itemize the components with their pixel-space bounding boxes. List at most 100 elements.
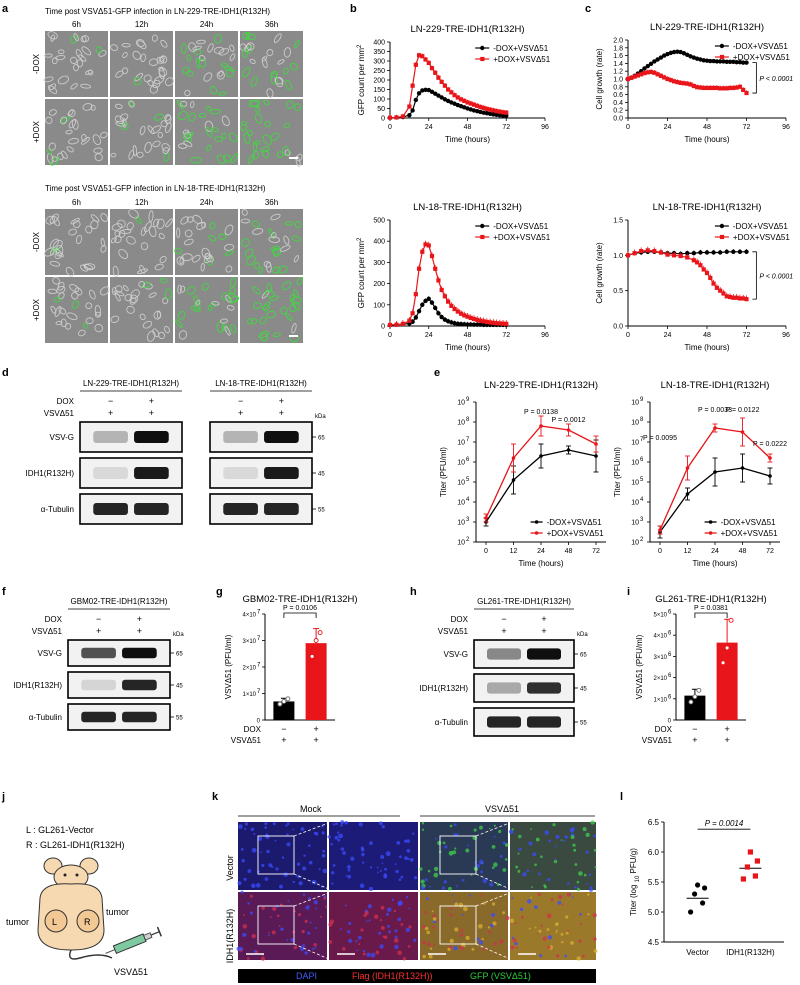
data-point [737, 84, 743, 89]
panel-label-e: e [434, 367, 440, 379]
kda-label: kDa [577, 632, 588, 638]
x-axis-label: Time (hours) [445, 343, 490, 352]
if-tile [236, 890, 328, 961]
data-point [698, 85, 703, 90]
data-point [685, 81, 690, 86]
band-label: IDH1(R132H) [420, 684, 469, 693]
data-point [731, 85, 736, 91]
data-point [711, 58, 716, 64]
replicate-point [277, 701, 283, 707]
legend-entry: +DOX+VSVΔ51 [493, 55, 550, 64]
blot-band [264, 431, 299, 443]
microscopy-tile [175, 31, 238, 97]
data-point [400, 321, 406, 326]
y-tick-exponent: 3 [640, 517, 644, 523]
blot-band [93, 467, 128, 479]
y-tick-exponent: 9 [466, 397, 470, 403]
y-tick-label: 400 [373, 239, 385, 246]
treatment-sign: + [238, 408, 243, 418]
data-point [504, 321, 509, 326]
y-tick-label: 3×10 [653, 655, 667, 661]
data-point [658, 73, 664, 78]
microscopy-tile [239, 31, 303, 98]
data-point [449, 303, 454, 308]
data-point [494, 109, 499, 114]
y-axis-label: Cell growth (rate) [595, 242, 604, 304]
data-point [727, 294, 733, 300]
y-tick-label: 2×10 [653, 676, 667, 682]
p-value-annotation: P = 0.0122 [726, 407, 760, 414]
data-point [462, 313, 467, 318]
y-tick-label: 10 [631, 400, 639, 407]
panel-label-i: i [627, 586, 630, 598]
chart-title: LN-229-TRE-IDH1(R132H) [484, 380, 598, 391]
data-point [407, 318, 412, 323]
y-tick-label: 2.0 [613, 38, 623, 45]
y-tick-label: 10 [457, 460, 465, 467]
x-tick-label: 72 [502, 332, 510, 339]
y-tick-label: 5.0 [648, 908, 660, 917]
data-point [645, 63, 650, 69]
band-label: VSV-G [38, 649, 62, 658]
y-tick-label: 10 [457, 520, 465, 527]
x-category-label: Vector [686, 948, 709, 957]
data-point [471, 102, 477, 107]
y-tick-exponent: 7 [257, 636, 261, 642]
blot-f-gbm02: GBM02-TRE-IDH1(R132H) DOX − + VSVΔ51 + + kDa VSV… [14, 597, 184, 731]
data-point [423, 57, 428, 62]
blot-band [487, 716, 521, 728]
blot-band [527, 648, 561, 660]
microscopy-tile [45, 99, 108, 166]
x-tick-label: 12 [510, 548, 518, 555]
y-tick-label: 10 [631, 420, 639, 427]
treatment-label: DOX [57, 397, 75, 406]
data-point [488, 107, 493, 112]
chart-title: GBM02-TRE-IDH1(R132H) [242, 594, 357, 605]
microscopy-tile [240, 99, 303, 168]
tumor-left [44, 909, 68, 933]
blot-band [264, 503, 299, 515]
zoom-box [257, 835, 295, 875]
blot-band [264, 467, 299, 479]
channel-legend-bar [238, 969, 596, 983]
blot-band [134, 467, 169, 479]
data-point [429, 89, 435, 94]
panel-label-l: l [620, 791, 623, 803]
data-point [695, 260, 700, 265]
data-point [625, 253, 631, 258]
kda-marker: 65 [176, 652, 183, 658]
blot-title: LN-18-TRE-IDH1(R132H) [215, 379, 307, 388]
data-point [655, 72, 660, 77]
y-tick-exponent: 6 [640, 457, 644, 463]
legend-entry: +DOX+VSVΔ51 [493, 233, 550, 242]
treatment-label: VSVΔ51 [32, 627, 63, 636]
data-point [465, 322, 470, 327]
data-point [491, 108, 496, 113]
legend-marker [480, 234, 485, 240]
y-tick-label: 0.6 [613, 92, 623, 99]
replicate-point [696, 687, 702, 693]
data-point [639, 72, 644, 77]
band-label: IDH1(R132H) [26, 469, 75, 478]
y-tick-exponent: 7 [257, 610, 261, 616]
data-point [652, 59, 657, 64]
data-point [497, 112, 502, 118]
bar [273, 701, 295, 720]
chart-b-ln18: LN-18-TRE-IDH1(R132H) 0 24 48 72 96 0 100 200 300… [357, 202, 551, 352]
data-point [747, 849, 753, 855]
treatment-label: DOX [655, 725, 673, 734]
data-point [478, 322, 483, 327]
microscopy-tile [174, 277, 240, 343]
significance-bracket [752, 62, 757, 94]
significance-bracket [283, 612, 317, 618]
data-point [744, 249, 749, 254]
data-point [658, 250, 664, 255]
data-point [639, 248, 644, 254]
y-tick-label: 10 [631, 500, 639, 507]
data-point [691, 83, 696, 89]
panel-label-j: j [1, 791, 5, 803]
legend-entry: -DOX+VSVΔ51 [721, 518, 776, 527]
treatment-sign: + [149, 408, 154, 418]
x-tick-label: 0 [388, 124, 392, 131]
